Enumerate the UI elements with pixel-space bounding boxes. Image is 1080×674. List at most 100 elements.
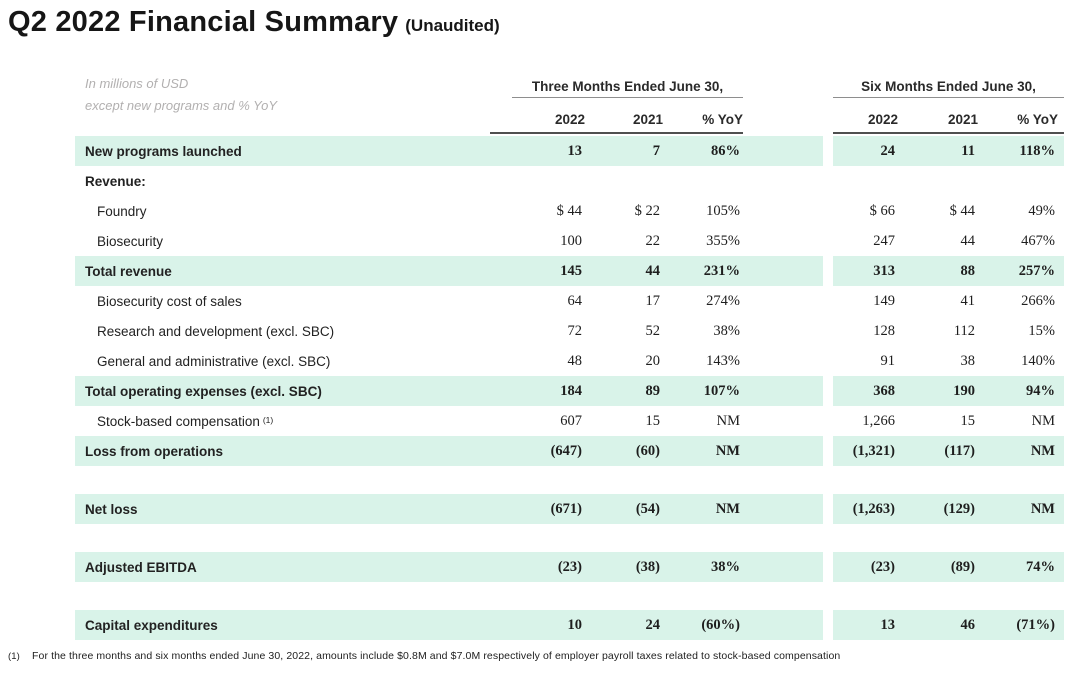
col-group-three-months: Three Months Ended June 30, (512, 79, 743, 98)
row-value: (117) (898, 436, 978, 466)
table-row: Capital expenditures 10 24 (60%) 13 46 (71%) (75, 610, 1064, 640)
row-pad (1058, 436, 1064, 466)
row-pad (1058, 316, 1064, 346)
table-row: Biosecurity 100 22 355% 247 44 467% (75, 226, 1064, 256)
row-value: 231% (663, 256, 743, 286)
row-value (490, 166, 585, 196)
row-pad (743, 166, 823, 196)
row-value: NM (978, 436, 1058, 466)
row-value: 72 (567, 322, 583, 339)
row-pad (1058, 376, 1064, 406)
row-label: Loss from operations (75, 436, 490, 466)
row-value: 15 (960, 412, 976, 429)
group-gap (823, 316, 833, 346)
row-value: (647) (490, 436, 585, 466)
row-label: Adjusted EBITDA (75, 552, 490, 582)
row-value: (71%) (978, 610, 1058, 640)
row-value: $ 44 (949, 202, 975, 219)
row-value: 13 (833, 610, 898, 640)
row-value: NM (663, 494, 743, 524)
table-row: Foundry $ 44 $ 22 105% $ 66 $ 44 49% (75, 196, 1064, 226)
table-body: New programs launched 13 7 86% 24 11 118% Reven… (75, 136, 1064, 640)
row-value: 20 (645, 352, 661, 369)
row-pad (743, 494, 823, 524)
row-pad (743, 406, 823, 436)
row-value: 105% (706, 202, 740, 219)
row-pad (743, 376, 823, 406)
group-gap (823, 494, 833, 524)
row-pad (1058, 552, 1064, 582)
row-value: (23) (833, 552, 898, 582)
row-value: (54) (585, 494, 663, 524)
row-value: 1,266 (862, 412, 895, 429)
row-label: Total revenue (75, 256, 490, 286)
row-label: New programs launched (75, 136, 490, 166)
row-value: 41 (960, 292, 976, 309)
footnote: (1) For the three months and six months … (8, 650, 1068, 662)
row-value: 24 (833, 136, 898, 166)
row-value: 38% (713, 322, 740, 339)
row-pad (1058, 346, 1064, 376)
row-label: Biosecurity cost of sales (97, 293, 242, 309)
col-header-6m-yoy: % YoY (978, 98, 1058, 134)
row-value: 266% (1021, 292, 1055, 309)
row-label: Stock-based compensation (1) (97, 413, 274, 429)
financial-table: In millions of USD except new programs a… (75, 72, 1064, 640)
row-value: 52 (645, 322, 661, 339)
row-value: NM (978, 494, 1058, 524)
row-value: $ 44 (556, 202, 582, 219)
row-value: 86% (663, 136, 743, 166)
group-gap (823, 256, 833, 286)
col-header-3m-2021: 2021 (585, 98, 663, 134)
row-value (978, 166, 1058, 196)
group-gap (823, 196, 833, 226)
row-value: 100 (560, 232, 582, 249)
row-pad (1058, 494, 1064, 524)
group-gap (823, 346, 833, 376)
row-value: (1,321) (833, 436, 898, 466)
page-title: Q2 2022 Financial Summary (Unaudited) (8, 6, 500, 39)
row-value: 467% (1021, 232, 1055, 249)
page-title-unaudited: (Unaudited) (405, 16, 500, 35)
table-row: Biosecurity cost of sales 64 17 274% 149 41 26… (75, 286, 1064, 316)
row-label: Foundry (97, 203, 147, 219)
row-pad (743, 226, 823, 256)
table-header: In millions of USD except new programs a… (75, 72, 1064, 134)
row-value: 11 (898, 136, 978, 166)
row-pad (743, 256, 823, 286)
row-label: Total operating expenses (excl. SBC) (75, 376, 490, 406)
table-row: Total operating expenses (excl. SBC) 184 8… (75, 376, 1064, 406)
col-header-3m-2022: 2022 (490, 98, 585, 134)
table-spacer-row (75, 582, 1064, 610)
row-value: 46 (898, 610, 978, 640)
row-value: 607 (560, 412, 582, 429)
group-gap (823, 610, 833, 640)
row-value: (38) (585, 552, 663, 582)
row-value: 64 (567, 292, 583, 309)
row-value (585, 166, 663, 196)
row-pad (1058, 226, 1064, 256)
row-pad (743, 286, 823, 316)
row-value: 190 (898, 376, 978, 406)
group-gap (823, 226, 833, 256)
col-header-3m-yoy: % YoY (663, 98, 743, 134)
row-value: (60%) (663, 610, 743, 640)
row-label: Capital expenditures (75, 610, 490, 640)
col-group-six-months: Six Months Ended June 30, (833, 79, 1064, 98)
row-value: 24 (585, 610, 663, 640)
table-row: Total revenue 145 44 231% 313 88 257% (75, 256, 1064, 286)
row-value: 91 (880, 352, 896, 369)
row-pad (1058, 610, 1064, 640)
units-note: In millions of USD except new programs a… (75, 72, 490, 134)
row-value: 128 (873, 322, 895, 339)
row-value: (671) (490, 494, 585, 524)
row-value: 22 (645, 232, 661, 249)
group-gap (823, 136, 833, 166)
header-rule-pad (1058, 98, 1064, 134)
table-row: Adjusted EBITDA (23) (38) 38% (23) (89) 74% (75, 552, 1064, 582)
row-pad (743, 136, 823, 166)
units-note-line1: In millions of USD (85, 76, 189, 91)
row-value: (89) (898, 552, 978, 582)
row-value: 13 (490, 136, 585, 166)
page-title-text: Q2 2022 Financial Summary (8, 6, 399, 38)
